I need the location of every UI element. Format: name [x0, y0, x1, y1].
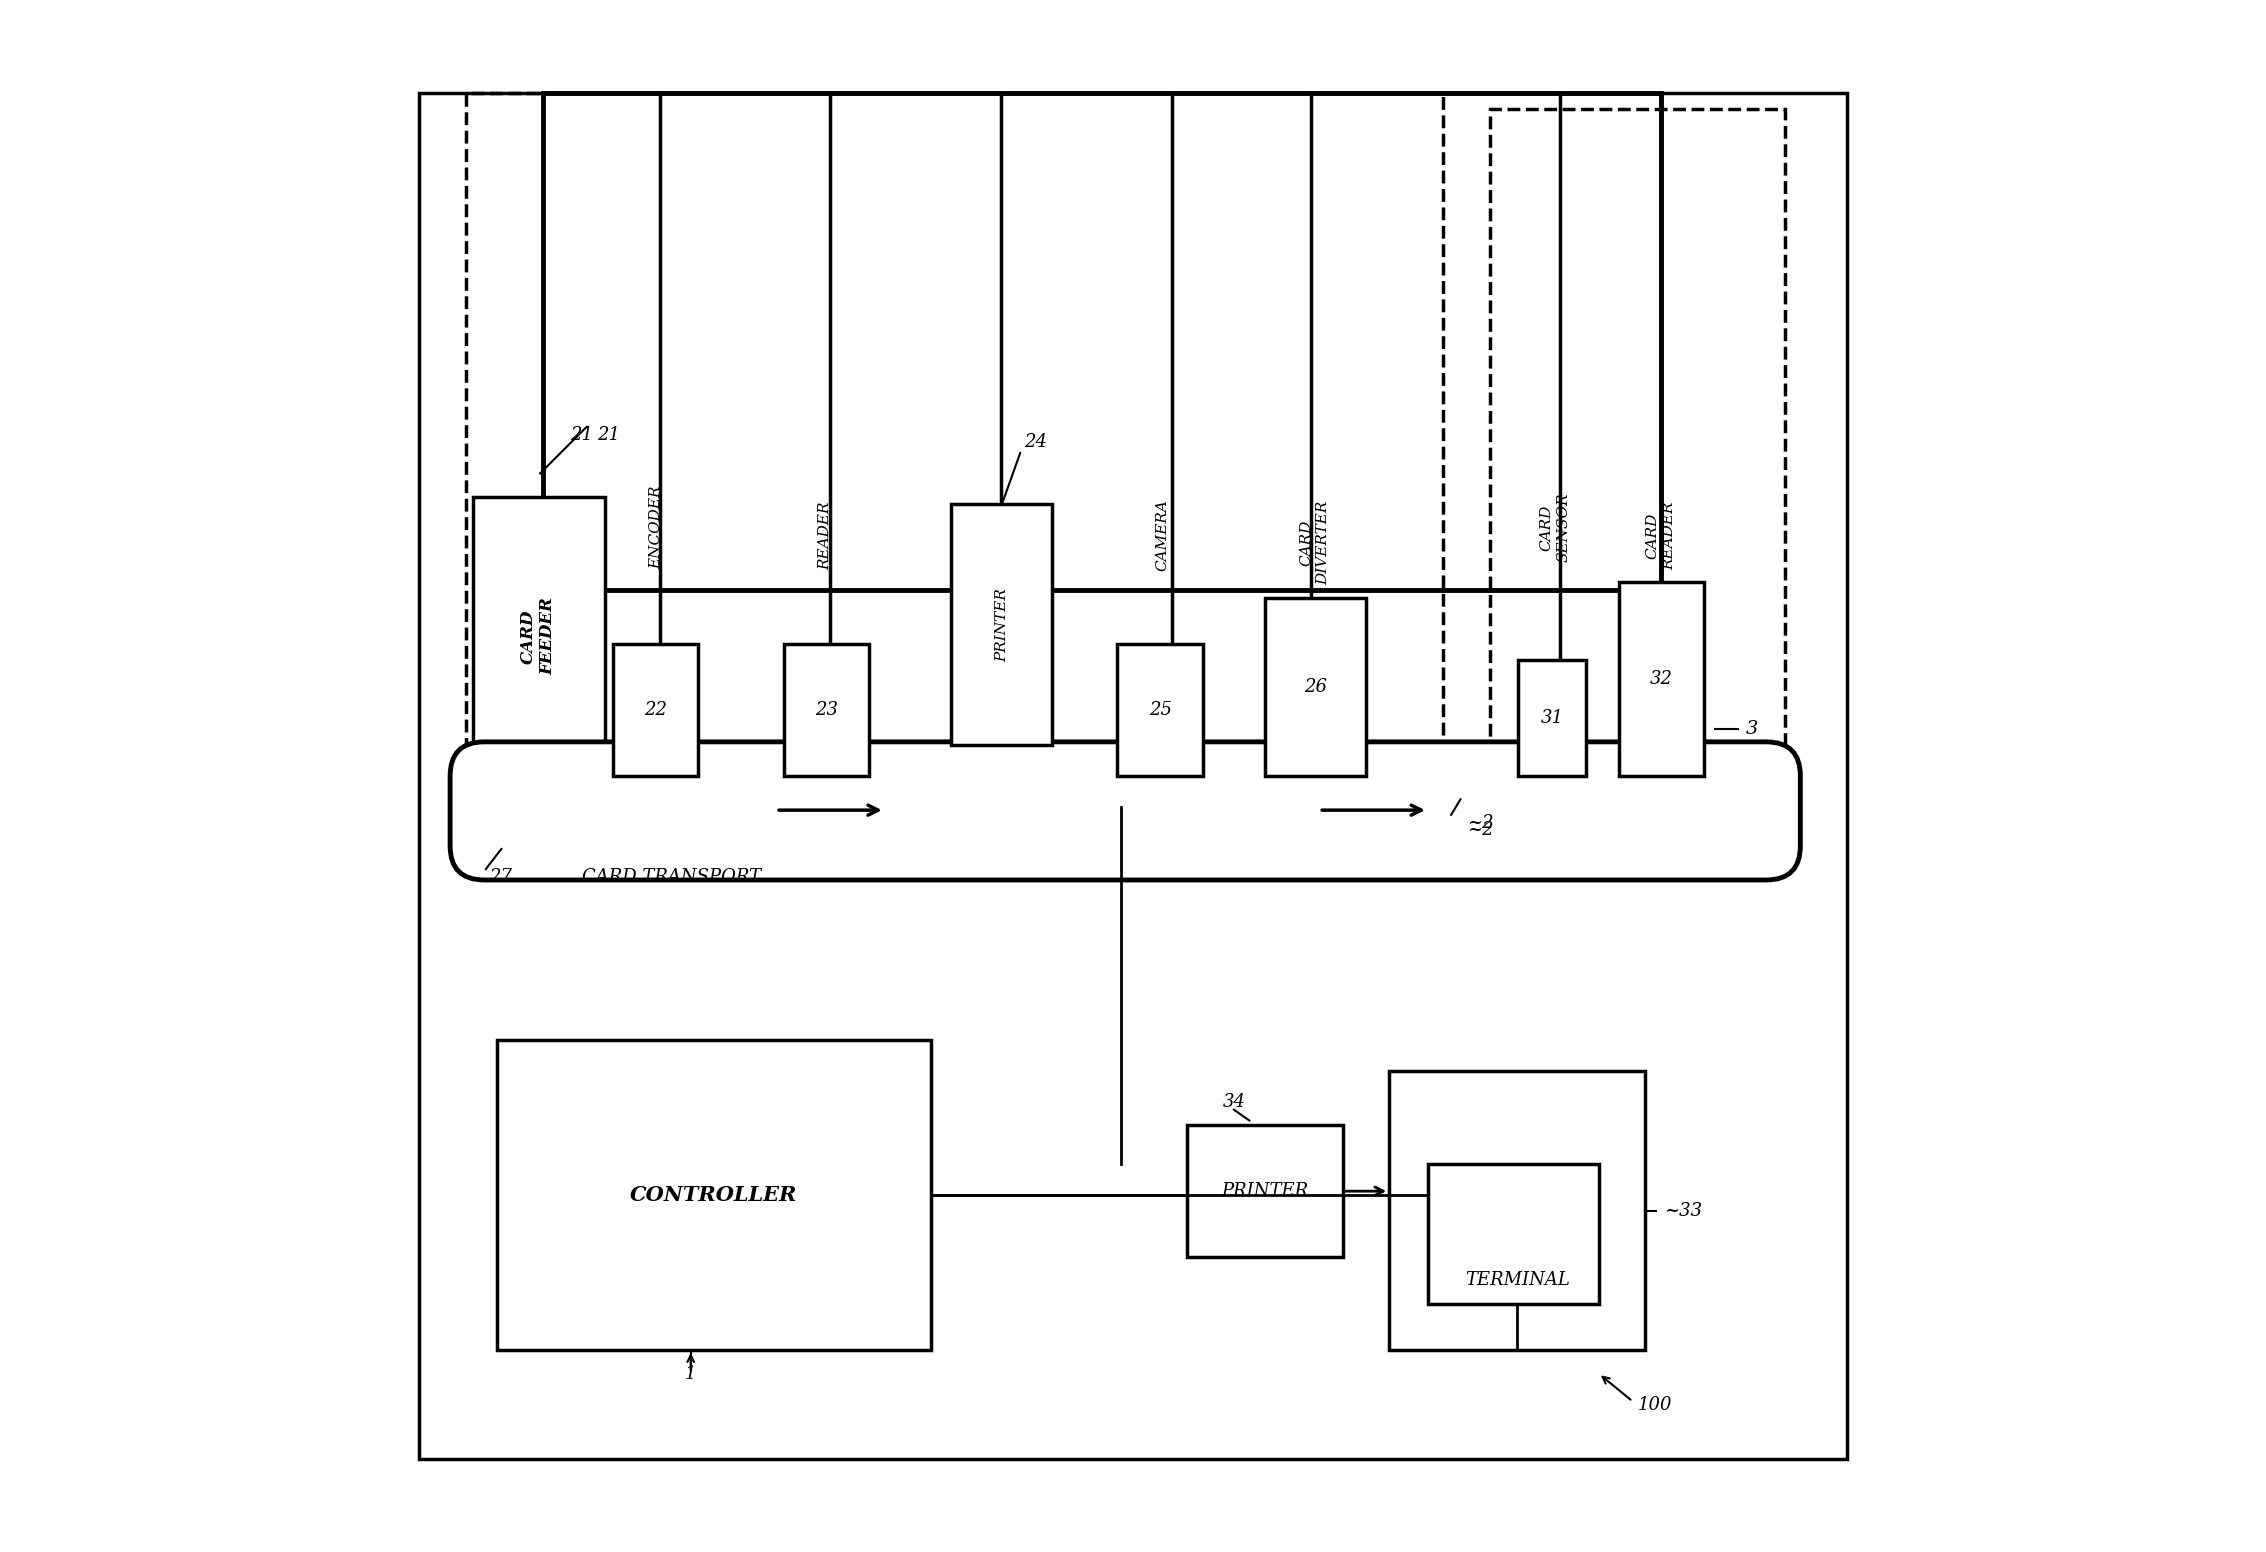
Text: TERMINAL: TERMINAL [1464, 1271, 1570, 1290]
Bar [1428, 1164, 1598, 1304]
Text: 32: 32 [1650, 670, 1672, 688]
Text: 25: 25 [1149, 702, 1172, 719]
Text: PRINTER: PRINTER [995, 588, 1008, 661]
Text: CARD
READER: CARD READER [1645, 501, 1677, 570]
Text: 100: 100 [1638, 1395, 1672, 1414]
Text: 1: 1 [684, 1364, 696, 1383]
Text: 31: 31 [1541, 709, 1564, 726]
Text: 23: 23 [816, 702, 838, 719]
Text: 22: 22 [644, 702, 666, 719]
Bar [1518, 660, 1586, 776]
Bar [1187, 1125, 1341, 1257]
Text: 34: 34 [1221, 1093, 1246, 1111]
Bar [952, 504, 1051, 745]
Bar [1618, 582, 1704, 776]
Text: 21: 21 [598, 425, 621, 444]
Bar [1264, 598, 1366, 776]
Bar [1491, 109, 1786, 745]
Text: 24: 24 [1024, 433, 1047, 452]
Text: ~33: ~33 [1663, 1201, 1702, 1220]
Bar [1389, 1071, 1645, 1350]
Bar [544, 93, 1661, 590]
Text: ~2: ~2 [1466, 813, 1493, 832]
FancyBboxPatch shape [451, 742, 1801, 880]
Text: CARD TRANSPORT: CARD TRANSPORT [582, 868, 761, 886]
Bar [614, 644, 698, 776]
Text: 3: 3 [1747, 720, 1758, 739]
Text: PRINTER: PRINTER [1221, 1183, 1307, 1200]
Text: CONTROLLER: CONTROLLER [630, 1186, 798, 1204]
Text: 21: 21 [571, 425, 594, 444]
Text: ~2: ~2 [1466, 821, 1493, 840]
Text: ENCODER: ENCODER [650, 486, 664, 570]
Bar [419, 93, 1847, 1459]
Text: CAMERA: CAMERA [1156, 500, 1169, 571]
Text: 26: 26 [1303, 678, 1328, 695]
Text: READER: READER [818, 501, 832, 570]
Bar [465, 93, 1443, 807]
Text: CARD
SENSOR: CARD SENSOR [1539, 494, 1570, 562]
Text: 27: 27 [489, 868, 512, 886]
Bar [1117, 644, 1203, 776]
Text: CARD
DIVERTER: CARD DIVERTER [1298, 501, 1330, 585]
Bar [784, 644, 870, 776]
Text: CARD
FEEDER: CARD FEEDER [521, 598, 557, 675]
Bar [496, 1040, 931, 1350]
Bar [474, 497, 605, 776]
